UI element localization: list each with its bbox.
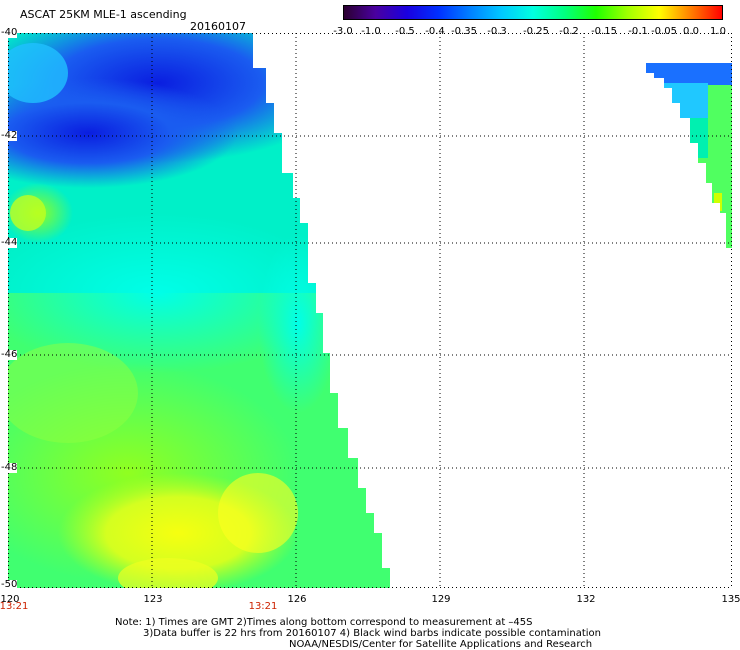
colorbar-tick-label: -0.05 <box>651 26 677 37</box>
swath-west <box>8 33 390 588</box>
graticule <box>8 33 732 588</box>
colorbar-tick-label: -0.25 <box>523 26 549 37</box>
swath-time-label: 13:21 <box>0 601 29 612</box>
wind-map <box>8 33 732 588</box>
swath-east <box>646 63 732 248</box>
colorbar-tick-label: -0.2 <box>559 26 579 37</box>
colorbar-tick-label: -0.35 <box>451 26 477 37</box>
latitude-label: -46 <box>1 349 18 360</box>
swath-time-label: 13:21 <box>248 601 278 612</box>
colorbar-tick-label: -0.4 <box>425 26 445 37</box>
longitude-label: 129 <box>431 594 451 605</box>
colorbar-tick-label: -0.5 <box>395 26 415 37</box>
latitude-label: -42 <box>1 130 18 141</box>
latitude-label: -44 <box>1 237 18 248</box>
colorbar-tick-label: -1.0 <box>361 26 381 37</box>
longitude-label: 132 <box>576 594 596 605</box>
latitude-label: -48 <box>1 462 18 473</box>
colorbar-tick-label: 0.0 <box>683 26 699 37</box>
longitude-label: 120 <box>0 594 20 605</box>
colorbar-tick-label: -3.0 <box>333 26 353 37</box>
note-line-3: NOAA/NESDIS/Center for Satellite Applica… <box>289 639 593 650</box>
product-title: ASCAT 25KM MLE-1 ascending <box>20 8 187 21</box>
colorbar-tick-label: 1.0 <box>710 26 726 37</box>
latitude-label: -50 <box>1 579 18 590</box>
colorbar <box>343 5 723 20</box>
longitude-label: 126 <box>287 594 307 605</box>
note-line-1: Note: 1) Times are GMT 2)Times along bot… <box>115 617 533 628</box>
product-date: 20160107 <box>190 20 246 33</box>
note-line-2: 3)Data buffer is 22 hrs from 20160107 4)… <box>143 628 601 639</box>
longitude-label: 123 <box>143 594 163 605</box>
colorbar-tick-label: -0.3 <box>487 26 507 37</box>
colorbar-tick-label: -0.15 <box>591 26 617 37</box>
latitude-label: -40 <box>1 27 18 38</box>
longitude-label: 135 <box>721 594 740 605</box>
colorbar-tick-label: -0.1 <box>628 26 648 37</box>
